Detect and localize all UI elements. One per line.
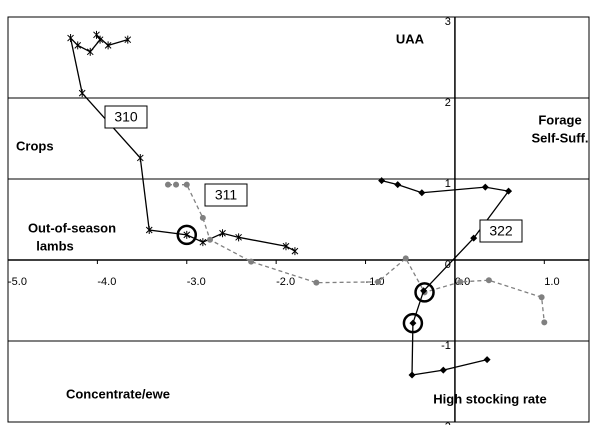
- point: [164, 181, 171, 188]
- point: [96, 35, 104, 44]
- point: [124, 35, 132, 44]
- x-tick-label: 1.0: [544, 276, 559, 288]
- series-label-box: [104, 105, 148, 129]
- point: [485, 277, 492, 284]
- y-tick-label: -1: [441, 340, 451, 352]
- point: [470, 234, 478, 242]
- highlight-ring: [176, 224, 198, 246]
- point: [291, 247, 299, 256]
- annotation: Crops: [16, 138, 54, 153]
- x-tick-label: -2.0: [276, 276, 295, 288]
- series-label: 322: [489, 223, 513, 239]
- x-tick-label: -4.0: [97, 276, 116, 288]
- point: [145, 226, 153, 235]
- point: [74, 41, 82, 50]
- point: [394, 181, 402, 189]
- point: [93, 30, 100, 39]
- series-line: [167, 184, 545, 323]
- series-label: 310: [114, 109, 138, 125]
- annotation: Out-of-season: [28, 220, 116, 235]
- annotation: lambs: [36, 238, 74, 253]
- series-label: 311: [215, 187, 238, 203]
- point: [541, 319, 548, 326]
- series-line: [69, 34, 296, 252]
- annotation: Concentrate/ewe: [66, 386, 170, 401]
- y-tick-label: 1: [445, 178, 451, 190]
- point: [375, 278, 382, 285]
- y-tick-label: -2: [441, 421, 451, 425]
- point: [207, 236, 214, 243]
- series-label-box: [204, 183, 248, 207]
- point: [282, 242, 290, 251]
- point: [248, 258, 255, 265]
- y-tick-label: 3: [445, 16, 451, 28]
- point: [439, 366, 447, 374]
- point: [505, 187, 513, 195]
- point: [418, 189, 426, 197]
- point: [86, 47, 94, 56]
- point: [136, 153, 144, 162]
- point: [219, 229, 226, 238]
- point: [481, 183, 489, 191]
- highlight-ring: [414, 282, 435, 303]
- point: [199, 238, 207, 247]
- point: [538, 294, 545, 301]
- point: [173, 181, 180, 188]
- y-tick-label: 2: [445, 97, 451, 109]
- point: [104, 41, 112, 50]
- annotation: UAA: [396, 31, 425, 46]
- x-tick-label: -3.0: [187, 276, 206, 288]
- point: [420, 287, 428, 295]
- x-tick-label: -5.0: [8, 276, 27, 288]
- point: [235, 233, 242, 242]
- annotation: Self-Suff.: [531, 130, 588, 145]
- annotation: Forage: [538, 112, 581, 127]
- point: [183, 181, 190, 188]
- point: [78, 89, 86, 98]
- point: [483, 356, 491, 364]
- point: [67, 34, 74, 43]
- point: [408, 371, 416, 379]
- series-label-box: [479, 219, 523, 243]
- annotation: High stocking rate: [433, 391, 546, 406]
- point: [402, 255, 409, 262]
- point: [378, 177, 386, 185]
- highlight-ring: [402, 312, 424, 334]
- point: [199, 214, 206, 221]
- point: [457, 278, 464, 285]
- point: [183, 230, 191, 239]
- point: [409, 319, 417, 327]
- point: [313, 279, 320, 286]
